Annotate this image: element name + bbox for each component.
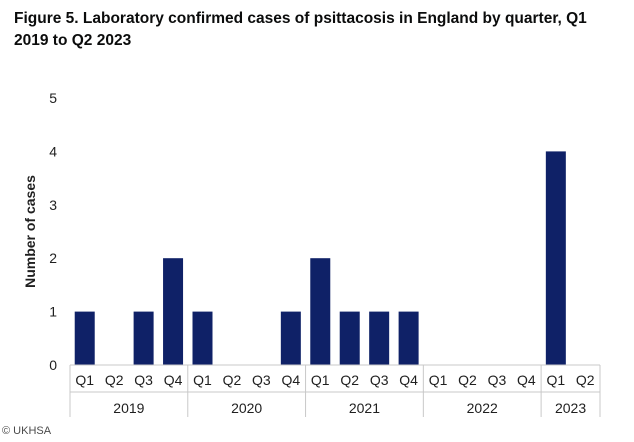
x-tick-label: Q4 bbox=[281, 372, 300, 388]
x-group-label: 2023 bbox=[555, 400, 586, 416]
chart-title: Figure 5. Laboratory confirmed cases of … bbox=[14, 10, 587, 49]
x-tick-label: Q2 bbox=[576, 372, 595, 388]
x-tick-label: Q4 bbox=[164, 372, 183, 388]
bar bbox=[192, 311, 213, 365]
x-tick-label: Q2 bbox=[105, 372, 124, 388]
credit-text: © UKHSA bbox=[2, 425, 52, 437]
x-group-label: 2019 bbox=[113, 400, 144, 416]
bar bbox=[310, 258, 331, 365]
y-tick-label: 2 bbox=[49, 250, 57, 266]
y-tick-label: 5 bbox=[49, 90, 57, 106]
x-tick-label: Q1 bbox=[75, 372, 94, 388]
x-tick-label: Q4 bbox=[517, 372, 536, 388]
x-tick-label: Q3 bbox=[252, 372, 271, 388]
x-group-label: 2021 bbox=[349, 400, 380, 416]
bar bbox=[163, 258, 184, 365]
bar bbox=[280, 311, 301, 365]
x-tick-label: Q1 bbox=[193, 372, 212, 388]
x-axis: Q1 Q2 Q3 Q4 Q1 Q2 Q3 Q4 Q1 Q2 Q3 Q4 Q1 Q2 Q3 Q4 Q1 Q2 2019… bbox=[69, 364, 601, 417]
bar bbox=[398, 311, 419, 365]
bars bbox=[74, 151, 566, 365]
x-tick-label: Q2 bbox=[340, 372, 359, 388]
bar bbox=[369, 311, 390, 365]
x-tick-label: Q3 bbox=[370, 372, 389, 388]
x-tick-label: Q2 bbox=[223, 372, 242, 388]
y-axis: 0 1 2 3 4 5 bbox=[49, 90, 57, 373]
x-group-label: 2022 bbox=[467, 400, 498, 416]
x-tick-label: Q1 bbox=[429, 372, 448, 388]
y-tick-label: 1 bbox=[49, 304, 57, 320]
y-tick-label: 4 bbox=[49, 143, 57, 159]
y-tick-label: 0 bbox=[49, 357, 57, 373]
x-tick-label: Q4 bbox=[399, 372, 418, 388]
x-tick-label: Q1 bbox=[311, 372, 330, 388]
y-tick-label: 3 bbox=[49, 197, 57, 213]
bar bbox=[74, 311, 95, 365]
x-group-label: 2020 bbox=[231, 400, 262, 416]
x-tick-label: Q3 bbox=[134, 372, 153, 388]
x-tick-label: Q1 bbox=[546, 372, 565, 388]
y-axis-title: Number of cases bbox=[22, 175, 38, 288]
x-tick-label: Q3 bbox=[488, 372, 507, 388]
bar bbox=[545, 151, 566, 365]
bar bbox=[339, 311, 360, 365]
x-tick-label: Q2 bbox=[458, 372, 477, 388]
bar bbox=[133, 311, 154, 365]
